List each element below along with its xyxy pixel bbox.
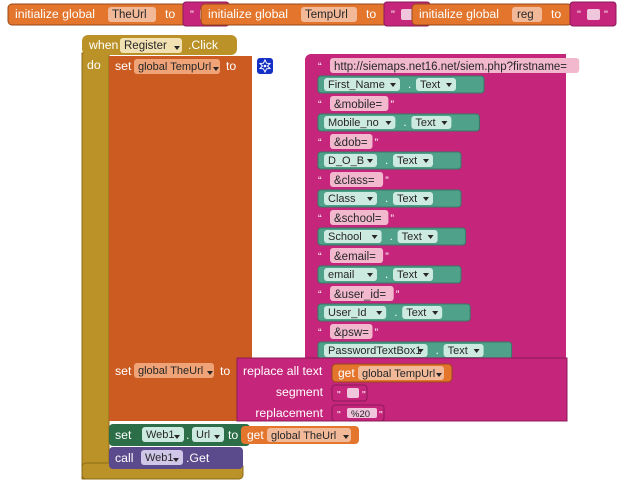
svg-text:.: . (385, 269, 388, 281)
svg-text:Register: Register (124, 40, 167, 52)
svg-text:initialize global: initialize global (15, 7, 95, 21)
svg-text:“: “ (318, 137, 322, 149)
svg-text:Text: Text (397, 155, 417, 167)
svg-text:TempUrl: TempUrl (305, 9, 348, 21)
svg-text:": " (577, 9, 581, 21)
svg-text:%20: %20 (351, 409, 370, 420)
svg-text:": " (337, 389, 341, 401)
svg-text:”: ” (396, 289, 400, 301)
svg-text:.: . (436, 345, 439, 357)
svg-text:to: to (551, 7, 561, 21)
svg-text:initialize global: initialize global (419, 7, 499, 21)
svg-text:Text: Text (415, 117, 435, 129)
svg-text:when: when (88, 38, 119, 52)
svg-text:D_O_B: D_O_B (328, 155, 364, 167)
svg-text:.: . (394, 307, 397, 319)
svg-text:”: ” (375, 327, 379, 339)
svg-text:.: . (385, 193, 388, 205)
svg-text:to: to (228, 428, 238, 442)
svg-text:&mobile=: &mobile= (334, 99, 383, 111)
svg-text:“: “ (318, 99, 322, 111)
svg-text:do: do (87, 58, 101, 72)
svg-text:to: to (220, 364, 230, 378)
svg-text:Text: Text (420, 79, 440, 91)
svg-text:set: set (115, 428, 132, 442)
svg-text:.: . (390, 231, 393, 243)
svg-text:First_Name: First_Name (328, 79, 385, 91)
svg-text:School: School (328, 231, 362, 243)
svg-text:global TheUrl: global TheUrl (138, 365, 203, 377)
svg-text:get: get (338, 366, 355, 380)
svg-text:replacement: replacement (255, 406, 323, 420)
svg-text:.: . (385, 155, 388, 167)
svg-text:set: set (115, 364, 132, 378)
svg-text:.Get: .Get (186, 451, 210, 465)
svg-text:.: . (403, 117, 406, 129)
svg-text:join: join (277, 59, 297, 73)
svg-text:Url: Url (196, 429, 210, 441)
svg-text:": " (379, 409, 383, 421)
svg-text:Text: Text (397, 269, 417, 281)
svg-text:initialize global: initialize global (208, 7, 288, 21)
svg-text:”: ” (375, 137, 379, 149)
svg-text:Mobile_no: Mobile_no (328, 117, 379, 129)
svg-text:&psw=: &psw= (334, 327, 369, 339)
svg-text:reg: reg (517, 9, 534, 21)
svg-text:global TheUrl: global TheUrl (271, 430, 336, 442)
svg-text:”: ” (581, 61, 585, 73)
svg-text:global TempUrl: global TempUrl (362, 368, 435, 380)
svg-text:”: ” (390, 213, 394, 225)
svg-text:segment: segment (276, 385, 324, 399)
svg-text:email: email (328, 269, 354, 281)
svg-text:.Click: .Click (188, 38, 219, 52)
svg-text:set: set (115, 59, 132, 73)
svg-text:replace all text: replace all text (243, 364, 323, 378)
svg-text:Web1: Web1 (145, 452, 174, 464)
svg-text:to: to (165, 7, 175, 21)
svg-text:Text: Text (397, 193, 417, 205)
svg-text:": " (604, 9, 608, 21)
svg-text:PasswordTextBox1: PasswordTextBox1 (328, 345, 422, 357)
svg-text:&user_id=: &user_id= (334, 289, 386, 301)
svg-text:”: ” (385, 251, 389, 263)
svg-text:”: ” (390, 99, 394, 111)
svg-text:“: “ (318, 327, 322, 339)
svg-text:get: get (247, 428, 264, 442)
svg-text:”: ” (385, 175, 389, 187)
svg-text:call: call (115, 451, 133, 465)
svg-text:Text: Text (406, 307, 426, 319)
svg-text:TheUrl: TheUrl (112, 9, 147, 21)
svg-text:to: to (226, 59, 236, 73)
svg-text:User_Id: User_Id (328, 307, 367, 319)
svg-text:&dob=: &dob= (334, 137, 368, 149)
svg-text:“: “ (318, 175, 322, 187)
svg-text:http://siemaps.net16.net/siem.: http://siemaps.net16.net/siem.php?firstn… (334, 61, 567, 73)
svg-text:&email=: &email= (334, 251, 376, 263)
svg-text:global TempUrl: global TempUrl (138, 61, 211, 73)
svg-text:Class: Class (328, 193, 356, 205)
svg-text:": " (362, 389, 366, 401)
svg-text:Web1: Web1 (146, 429, 175, 441)
svg-text:“: “ (318, 251, 322, 263)
svg-text:Text: Text (448, 345, 468, 357)
svg-text:Text: Text (402, 231, 422, 243)
svg-text:": " (391, 9, 395, 21)
svg-text:": " (337, 409, 341, 421)
svg-text:“: “ (318, 213, 322, 225)
svg-text:": " (190, 9, 194, 21)
svg-text:“: “ (318, 289, 322, 301)
svg-text:&class=: &class= (334, 175, 375, 187)
svg-text:.: . (186, 428, 189, 442)
svg-text:“: “ (318, 61, 322, 73)
svg-text:to: to (366, 7, 376, 21)
svg-text:&school=: &school= (334, 213, 382, 225)
svg-text:.: . (408, 79, 411, 91)
